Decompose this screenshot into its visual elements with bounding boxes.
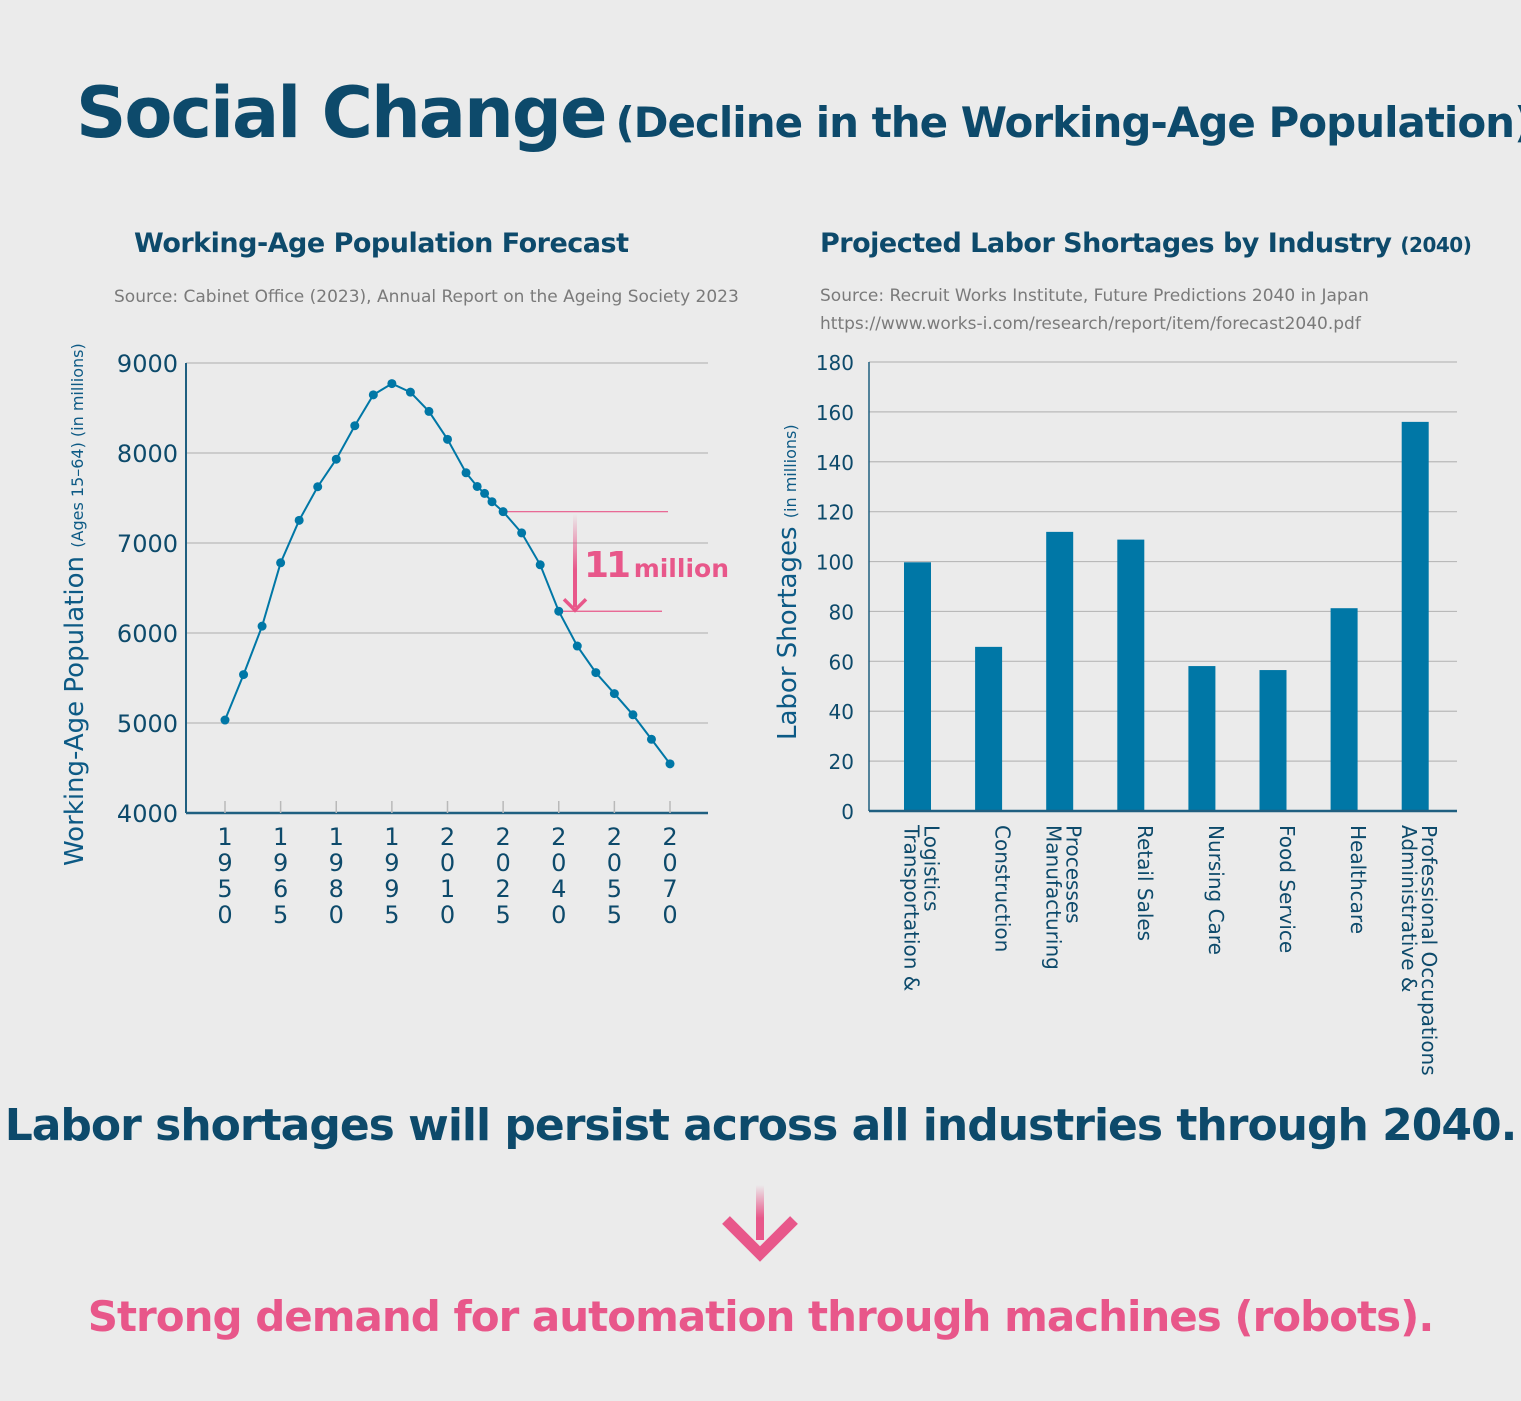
y-tick-label: 4000 <box>117 800 178 828</box>
data-point <box>609 689 619 699</box>
data-point <box>276 558 286 568</box>
bar-5 <box>1188 666 1216 811</box>
data-point <box>472 481 482 491</box>
working-age-line-chart: 4000 5000 6000 7000 8000 9000 1 9 5 0 1 9 6 5 1 9 8 0 1 9 9 5… <box>117 350 708 929</box>
left-chart-source: Source: Cabinet Office (2023), Annual Re… <box>114 287 739 307</box>
y-tick-label: 120 <box>816 501 854 525</box>
bar-7 <box>1330 608 1358 811</box>
data-point <box>424 406 434 416</box>
y-tick-label: 160 <box>816 401 854 425</box>
data-point <box>535 560 545 570</box>
category-label: Retail Sales <box>1133 825 1157 941</box>
data-point <box>628 710 638 720</box>
data-point <box>387 379 397 389</box>
y-tick-label: 20 <box>829 750 854 774</box>
right-chart-title-text: Projected Labor Shortages by Industry <box>820 228 1392 259</box>
title-main: Social Change <box>76 72 607 154</box>
data-point <box>646 734 656 744</box>
y-tick-label: 60 <box>829 650 854 674</box>
title-subtitle: (Decline in the Working-Age Population) <box>615 98 1521 147</box>
data-point <box>239 670 249 680</box>
data-point <box>554 606 564 616</box>
annotation-arrow-shaft <box>573 513 577 608</box>
y-tick-label: 5000 <box>117 710 178 738</box>
bar-4 <box>1117 539 1145 811</box>
data-point <box>368 390 378 400</box>
decline-annotation-label: 11 million <box>584 545 729 586</box>
data-point <box>461 468 471 478</box>
data-point <box>591 668 601 678</box>
category-label: Transportation &Logistics <box>900 824 944 991</box>
down-arrow-icon <box>722 1185 798 1262</box>
bar-1 <box>904 562 931 811</box>
category-label: Food Service <box>1275 825 1299 953</box>
category-label: Administrative &Professional Occupations <box>1397 825 1441 1076</box>
data-point <box>294 515 304 525</box>
page-title: Social Change (Decline in the Working-Age… <box>76 72 1521 154</box>
right-chart-source: Source: Recruit Works Institute, Future … <box>820 286 1369 306</box>
data-point <box>665 759 675 769</box>
y-tick-label: 9000 <box>117 350 178 378</box>
y-tick-label: 0 <box>841 800 854 824</box>
y-tick-label: 180 <box>816 351 854 375</box>
bar-3 <box>1046 531 1074 811</box>
right-chart-title: Projected Labor Shortages by Industry (2… <box>820 228 1472 259</box>
category-label: ManufacturingProcesses <box>1042 825 1086 970</box>
conclusion-text: Strong demand for automation through mac… <box>87 1292 1435 1341</box>
y-tick-label: 100 <box>816 551 854 575</box>
y-tick-label: 7000 <box>117 530 178 558</box>
category-label: Healthcare <box>1346 825 1370 934</box>
category-label: Nursing Care <box>1204 825 1228 955</box>
y-tick-label: 8000 <box>117 440 178 468</box>
data-point <box>487 497 497 507</box>
category-label: Construction <box>991 825 1015 952</box>
y-tick-label: 6000 <box>117 620 178 648</box>
bar-2 <box>975 646 1003 811</box>
y-tick-label: 140 <box>816 451 854 475</box>
decline-annotation-unit: million <box>633 554 729 583</box>
data-point <box>220 715 230 725</box>
right-chart-title-year: (2040) <box>1400 233 1472 257</box>
bar-8 <box>1401 421 1429 811</box>
data-point <box>498 507 508 517</box>
statement-text: Labor shortages will persist across all … <box>4 1100 1518 1151</box>
left-chart-title: Working-Age Population Forecast <box>134 228 629 259</box>
data-point <box>572 641 582 651</box>
bar-6 <box>1259 670 1287 811</box>
data-point <box>257 621 267 631</box>
annotation-arrow-head <box>562 597 588 613</box>
data-point <box>350 421 360 431</box>
y-tick-label: 40 <box>829 700 854 724</box>
data-point <box>405 387 415 397</box>
labor-shortage-bar-chart: 0 20 40 60 80 100 120 140 160 180 Transportation &… <box>816 351 1457 1076</box>
data-point <box>480 488 490 498</box>
decline-annotation-number: 11 <box>584 545 631 586</box>
data-point <box>443 434 452 444</box>
right-chart-source-url: https://www.works-i.com/research/report/… <box>820 314 1361 334</box>
y-tick-label: 80 <box>829 600 854 624</box>
data-point <box>313 482 323 492</box>
data-point <box>331 454 341 464</box>
data-point <box>517 528 527 538</box>
